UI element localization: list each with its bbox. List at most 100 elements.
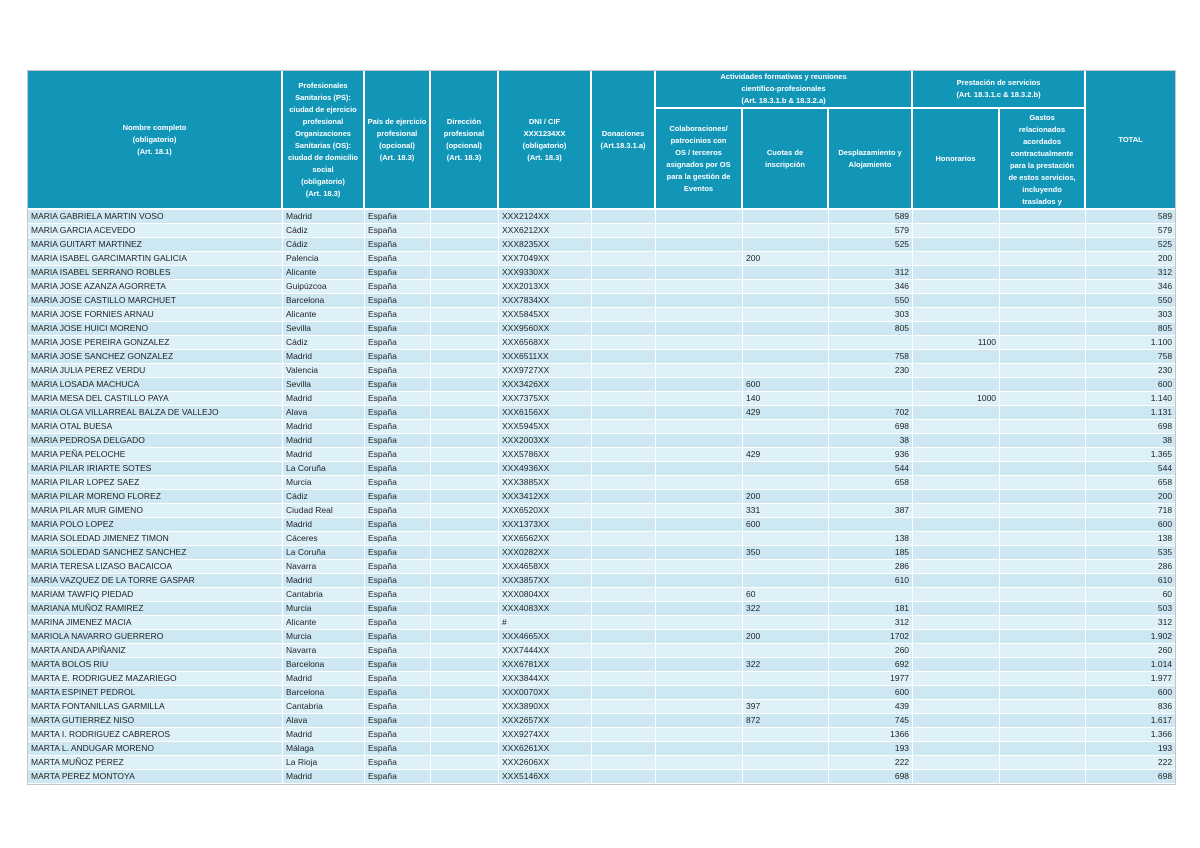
cell-pais: España <box>365 532 431 546</box>
cell-dni: XXX6156XX <box>499 406 592 420</box>
cell-total: 535 <box>1086 546 1176 560</box>
cell-honorarios <box>913 462 1001 476</box>
cell-total: 1.014 <box>1086 658 1176 672</box>
cell-donaciones <box>592 364 656 378</box>
cell-honorarios <box>913 294 1001 308</box>
cell-pais: España <box>365 448 431 462</box>
cell-dni: XXX4936XX <box>499 462 592 476</box>
cell-nombre: MARIA JOSE AZANZA AGORRETA <box>28 280 283 294</box>
cell-dni: XXX7444XX <box>499 644 592 658</box>
col-header-nombre: Nombre completo (obligatorio) (Art. 18.1… <box>28 71 283 210</box>
cell-colaboraciones <box>656 504 743 518</box>
cell-pais: España <box>365 658 431 672</box>
cell-nombre: MARIA PEÑA PELOCHE <box>28 448 283 462</box>
cell-colaboraciones <box>656 602 743 616</box>
cell-donaciones <box>592 560 656 574</box>
table-row: MARTA E. RODRIGUEZ MAZARIEGO Madrid España… <box>28 672 1176 686</box>
cell-ciudad: Murcia <box>283 602 365 616</box>
cell-gastos <box>1000 686 1087 700</box>
cell-desplazamiento <box>829 490 914 504</box>
cell-donaciones <box>592 728 656 742</box>
cell-cuotas: 429 <box>743 406 829 420</box>
cell-total: 138 <box>1086 532 1176 546</box>
cell-donaciones <box>592 700 656 714</box>
cell-total: 550 <box>1086 294 1176 308</box>
table-row: MARIA SOLEDAD JIMENEZ TIMON Cáceres España… <box>28 532 1176 546</box>
cell-cuotas: 322 <box>743 602 829 616</box>
cell-desplazamiento: 303 <box>829 308 914 322</box>
cell-colaboraciones <box>656 322 743 336</box>
cell-dni: XXX7375XX <box>499 392 592 406</box>
cell-ciudad: Cantabria <box>283 700 365 714</box>
cell-total: 200 <box>1086 252 1176 266</box>
cell-ciudad: Cádiz <box>283 490 365 504</box>
cell-direccion <box>431 406 499 420</box>
cell-total: 544 <box>1086 462 1176 476</box>
cell-pais: España <box>365 504 431 518</box>
cell-total: 193 <box>1086 742 1176 756</box>
cell-colaboraciones <box>656 210 743 224</box>
cell-cuotas: 600 <box>743 518 829 532</box>
cell-desplazamiento: 658 <box>829 476 914 490</box>
cell-direccion <box>431 532 499 546</box>
cell-cuotas <box>743 364 829 378</box>
cell-colaboraciones <box>656 742 743 756</box>
cell-dni: # <box>499 616 592 630</box>
cell-dni: XXX7049XX <box>499 252 592 266</box>
cell-desplazamiento: 138 <box>829 532 914 546</box>
cell-total: 1.131 <box>1086 406 1176 420</box>
cell-pais: España <box>365 644 431 658</box>
cell-desplazamiento: 600 <box>829 686 914 700</box>
table-body: MARIA GABRIELA MARTIN VOSO Madrid España XX… <box>28 210 1176 784</box>
cell-direccion <box>431 224 499 238</box>
cell-direccion <box>431 420 499 434</box>
cell-gastos <box>1000 294 1087 308</box>
cell-total: 579 <box>1086 224 1176 238</box>
transparency-disclosure-table: Nombre completo (obligatorio) (Art. 18.1… <box>27 70 1176 785</box>
cell-pais: España <box>365 238 431 252</box>
cell-total: 805 <box>1086 322 1176 336</box>
cell-ciudad: Madrid <box>283 518 365 532</box>
table-row: MARIA LOSADA MACHUCA Sevilla España XXX3426… <box>28 378 1176 392</box>
cell-gastos <box>1000 532 1087 546</box>
table-row: MARIA SOLEDAD SANCHEZ SANCHEZ La Coruña Es… <box>28 546 1176 560</box>
cell-ciudad: Guipúzcoa <box>283 280 365 294</box>
cell-dni: XXX3885XX <box>499 476 592 490</box>
cell-total: 222 <box>1086 756 1176 770</box>
cell-nombre: MARIANA MUÑOZ RAMIREZ <box>28 602 283 616</box>
cell-total: 658 <box>1086 476 1176 490</box>
cell-pais: España <box>365 224 431 238</box>
cell-donaciones <box>592 686 656 700</box>
cell-donaciones <box>592 266 656 280</box>
table-row: MARTA BOLOS RIU Barcelona España XXX6781XX 3… <box>28 658 1176 672</box>
table-row: MARIA PEÑA PELOCHE Madrid España XXX5786XX 4… <box>28 448 1176 462</box>
cell-cuotas <box>743 770 829 784</box>
cell-nombre: MARTA ESPINET PEDROL <box>28 686 283 700</box>
cell-honorarios <box>913 700 1001 714</box>
cell-ciudad: Ciudad Real <box>283 504 365 518</box>
cell-total: 312 <box>1086 616 1176 630</box>
table-row: MARIA GABRIELA MARTIN VOSO Madrid España XX… <box>28 210 1176 224</box>
table-row: MARIA JOSE HUICI MORENO Sevilla España XXX9… <box>28 322 1176 336</box>
cell-honorarios <box>913 658 1001 672</box>
table-row: MARIA ISABEL GARCIMARTIN GALICIA Palencia… <box>28 252 1176 266</box>
cell-total: 758 <box>1086 350 1176 364</box>
cell-cuotas <box>743 210 829 224</box>
cell-honorarios <box>913 280 1001 294</box>
table-header: Nombre completo (obligatorio) (Art. 18.1… <box>28 71 1176 210</box>
table-row: MARTA I. RODRIGUEZ CABREROS Madrid España X… <box>28 728 1176 742</box>
cell-pais: España <box>365 462 431 476</box>
cell-dni: XXX2003XX <box>499 434 592 448</box>
cell-gastos <box>1000 588 1087 602</box>
cell-ciudad: Navarra <box>283 644 365 658</box>
cell-total: 698 <box>1086 420 1176 434</box>
cell-nombre: MARIA MESA DEL CASTILLO PAYA <box>28 392 283 406</box>
cell-nombre: MARIOLA NAVARRO GUERRERO <box>28 630 283 644</box>
cell-nombre: MARIA JOSE CASTILLO MARCHUET <box>28 294 283 308</box>
cell-desplazamiento: 758 <box>829 350 914 364</box>
cell-dni: XXX4083XX <box>499 602 592 616</box>
cell-honorarios <box>913 560 1001 574</box>
cell-gastos <box>1000 672 1087 686</box>
cell-nombre: MARTA FONTANILLAS GARMILLA <box>28 700 283 714</box>
cell-honorarios <box>913 714 1001 728</box>
